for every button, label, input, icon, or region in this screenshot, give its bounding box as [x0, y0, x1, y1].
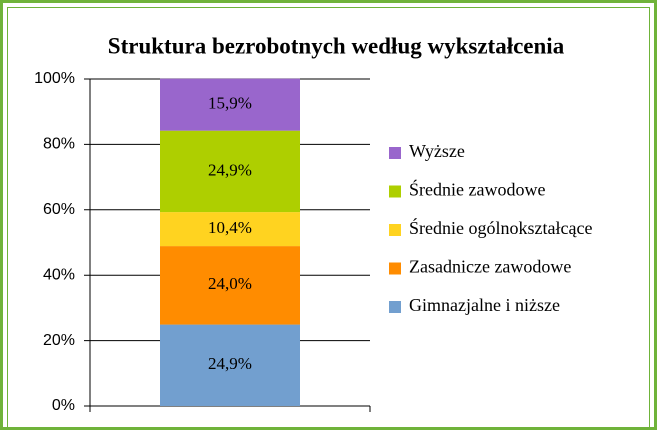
value-label: 24,9% [208, 354, 252, 373]
value-label: 24,9% [208, 160, 252, 179]
y-tick-label: 20% [43, 332, 75, 349]
legend-label: Gimnazjalne i niższe [409, 295, 560, 315]
legend-swatch [389, 147, 401, 159]
y-tick-label: 0% [52, 397, 75, 414]
value-label: 15,9% [208, 94, 252, 113]
inner-frame [7, 7, 650, 428]
value-label: 24,0% [208, 274, 252, 293]
legend-swatch [389, 224, 401, 236]
bar-segment [160, 78, 300, 131]
legend-label: Wyższe [409, 141, 465, 161]
y-tick-label: 40% [43, 266, 75, 283]
bar-segment [160, 130, 300, 213]
y-tick-label: 100% [34, 70, 75, 87]
legend-label: Średnie zawodowe [409, 179, 545, 200]
chart-title: Struktura bezrobotnych według wykształce… [108, 33, 565, 58]
bar-segment [160, 246, 300, 325]
y-tick-label: 60% [43, 201, 75, 218]
bar-segment [160, 212, 300, 247]
legend-swatch [389, 301, 401, 313]
legend-swatch [389, 262, 401, 275]
y-tick-label: 80% [43, 136, 75, 153]
legend-swatch [389, 185, 401, 198]
legend-label: Zasadnicze zawodowe [409, 257, 571, 277]
value-label: 10,4% [208, 218, 252, 237]
bar-segment [160, 324, 300, 406]
legend-label: Średnie ogólnokształcące [409, 217, 592, 238]
